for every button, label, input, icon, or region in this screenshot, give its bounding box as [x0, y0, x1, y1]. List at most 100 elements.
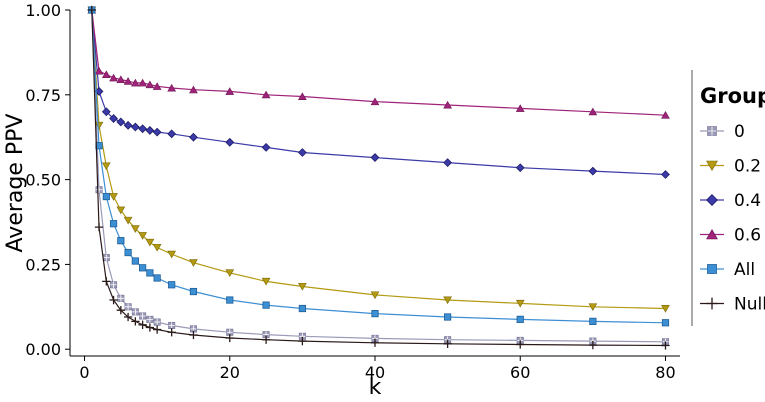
series-line: [91, 9, 666, 116]
data-point: [225, 269, 235, 278]
data-point: [370, 338, 380, 347]
data-point: [152, 82, 162, 90]
data-point: [101, 70, 111, 78]
series-0: [88, 6, 669, 346]
data-point: [145, 238, 155, 247]
data-point: [117, 294, 125, 302]
data-point: [116, 206, 126, 215]
data-point: [261, 335, 271, 344]
data-point: [515, 104, 525, 112]
data-point: [516, 340, 525, 349]
legend-label: 0.4: [734, 191, 761, 211]
data-point: [131, 317, 140, 326]
data-point: [153, 274, 161, 282]
data-point: [443, 100, 452, 109]
data-point: [95, 186, 103, 194]
data-point: [152, 127, 162, 137]
data-point: [168, 321, 176, 329]
data-point: [443, 339, 452, 348]
x-tick-label: 0: [79, 363, 89, 382]
data-point: [370, 153, 380, 162]
data-point: [109, 295, 118, 305]
data-point: [109, 193, 118, 201]
data-point: [145, 126, 155, 135]
data-point: [123, 77, 133, 85]
y-ticks: 0.00 0.25 0.50 0.75 1.00: [25, 1, 70, 359]
x-tick-label: 40: [365, 363, 385, 382]
data-point: [124, 248, 132, 257]
data-point: [87, 5, 96, 15]
data-point: [152, 243, 162, 252]
data-point: [152, 325, 162, 334]
data-point: [94, 121, 104, 130]
legend-item-Null: Null: [700, 295, 765, 315]
data-point: [131, 78, 140, 87]
legend-item-All: All: [700, 260, 755, 280]
data-point: [261, 277, 271, 286]
data-point: [153, 318, 161, 326]
data-point: [516, 315, 524, 323]
data-point: [167, 328, 176, 337]
plot-area: [87, 5, 670, 350]
data-point: [298, 304, 306, 313]
legend-items: 0 0.2 0.4 0.6 All Null: [700, 122, 765, 315]
x-tick-label: 20: [220, 363, 240, 382]
data-point: [370, 291, 380, 300]
y-tick-label: 0.75: [25, 86, 61, 105]
data-point: [94, 66, 104, 75]
y-tick-label: 0.50: [25, 171, 61, 190]
data-point: [225, 137, 235, 147]
y-tick-label: 0.25: [25, 255, 61, 274]
legend-label: 0.2: [734, 157, 761, 177]
data-point: [661, 305, 670, 313]
data-point: [138, 124, 148, 134]
data-point: [109, 73, 118, 82]
legend-marker: [707, 126, 717, 136]
data-point: [189, 287, 198, 296]
data-point: [262, 301, 270, 309]
legend-item-0.2: 0.2: [700, 157, 761, 177]
data-point: [443, 296, 452, 305]
data-point: [138, 232, 147, 240]
data-point: [515, 163, 525, 173]
data-point: [189, 330, 198, 340]
data-point: [661, 341, 670, 350]
data-point: [138, 78, 147, 87]
data-point: [167, 83, 177, 92]
data-point: [124, 303, 132, 311]
series-line: [91, 9, 666, 310]
data-point: [515, 299, 525, 308]
data-point: [101, 107, 111, 117]
legend-item-0.6: 0.6: [700, 226, 761, 246]
data-point: [102, 254, 110, 262]
data-point: [145, 80, 155, 89]
data-point: [146, 269, 154, 277]
data-point: [189, 259, 198, 267]
data-point: [131, 225, 140, 233]
data-point: [138, 320, 147, 329]
data-point: [116, 306, 125, 315]
data-point: [94, 222, 104, 232]
legend-marker: [706, 194, 718, 206]
data-point: [146, 315, 154, 323]
data-point: [116, 75, 126, 84]
data-point: [102, 192, 110, 201]
x-tick-label: 60: [510, 363, 530, 382]
y-axis-title: Average PPV: [3, 114, 28, 253]
data-point: [168, 281, 176, 289]
data-point: [167, 250, 177, 259]
axes: [69, 10, 680, 357]
legend-label: 0: [734, 122, 745, 142]
data-point: [298, 336, 307, 346]
data-point: [139, 312, 147, 320]
data-point: [588, 107, 598, 116]
data-point: [131, 257, 139, 265]
legend-item-0.4: 0.4: [700, 191, 761, 211]
legend-label: All: [734, 260, 755, 280]
data-point: [588, 340, 598, 350]
data-point: [225, 87, 235, 95]
data-point: [109, 114, 118, 123]
data-point: [661, 319, 670, 327]
legend-marker: [706, 160, 718, 172]
